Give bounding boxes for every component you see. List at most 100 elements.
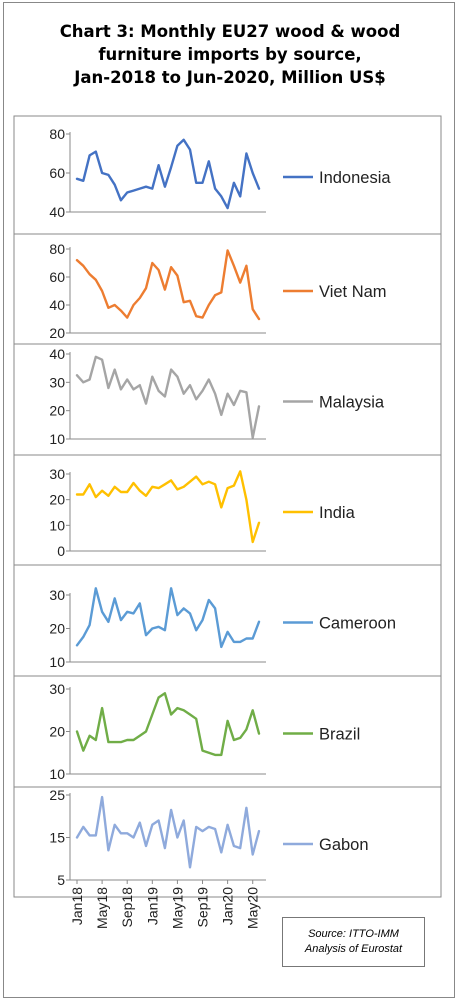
- data-point-brazil-10: [139, 735, 141, 737]
- y-tick-label-malaysia-40: 40: [49, 346, 65, 362]
- y-tick-label-viet-nam-80: 80: [49, 241, 65, 257]
- data-point-malaysia-9: [132, 388, 134, 390]
- data-point-indonesia-18: [189, 148, 191, 150]
- data-point-viet-nam-29: [258, 318, 260, 320]
- data-point-india-6: [114, 486, 116, 488]
- data-point-india-13: [157, 487, 159, 489]
- data-point-brazil-18: [189, 713, 191, 715]
- legend-label-cameroon: Cameroon: [319, 615, 396, 633]
- data-point-viet-nam-7: [120, 309, 122, 311]
- data-point-gabon-6: [114, 824, 116, 826]
- data-point-gabon-1: [82, 826, 84, 828]
- data-point-indonesia-5: [107, 174, 109, 176]
- series-line-cameroon: [75, 587, 261, 649]
- data-point-cameroon-17: [183, 607, 185, 609]
- data-point-malaysia-13: [157, 390, 159, 392]
- data-point-india-26: [239, 470, 241, 472]
- data-point-brazil-3: [95, 739, 97, 741]
- data-point-viet-nam-27: [245, 265, 247, 267]
- data-point-india-7: [120, 491, 122, 493]
- data-point-indonesia-1: [82, 180, 84, 182]
- data-point-gabon-5: [107, 849, 109, 851]
- data-point-gabon-25: [233, 845, 235, 847]
- y-tick-label-india-10: 10: [49, 517, 65, 533]
- data-point-indonesia-16: [176, 145, 178, 147]
- data-point-gabon-29: [258, 830, 260, 832]
- data-point-malaysia-0: [76, 374, 78, 376]
- data-point-india-19: [195, 475, 197, 477]
- data-point-brazil-7: [120, 741, 122, 743]
- data-point-brazil-22: [214, 754, 216, 756]
- x-tick-label-sep18: Sep18: [119, 887, 135, 928]
- x-tick-label-jan19: Jan19: [144, 887, 160, 925]
- data-point-indonesia-8: [126, 191, 128, 193]
- data-point-indonesia-25: [233, 182, 235, 184]
- data-point-gabon-15: [170, 809, 172, 811]
- data-point-gabon-12: [151, 824, 153, 826]
- data-point-malaysia-15: [170, 368, 172, 370]
- data-point-viet-nam-3: [95, 279, 97, 281]
- data-point-malaysia-7: [120, 388, 122, 390]
- data-point-cameroon-11: [145, 634, 147, 636]
- data-point-viet-nam-16: [176, 274, 178, 276]
- data-point-india-2: [88, 483, 90, 485]
- data-point-gabon-17: [183, 819, 185, 821]
- data-point-cameroon-20: [201, 619, 203, 621]
- data-point-brazil-6: [114, 741, 116, 743]
- data-point-malaysia-12: [151, 376, 153, 378]
- data-point-cameroon-18: [189, 612, 191, 614]
- data-point-indonesia-11: [145, 186, 147, 188]
- data-point-india-8: [126, 491, 128, 493]
- data-point-india-18: [189, 481, 191, 483]
- data-point-gabon-22: [214, 828, 216, 830]
- data-point-brazil-25: [233, 739, 235, 741]
- y-tick-label-gabon-25: 25: [49, 787, 65, 803]
- y-tick-label-india-0: 0: [57, 543, 65, 559]
- data-point-india-29: [258, 522, 260, 524]
- data-point-gabon-21: [208, 826, 210, 828]
- data-point-brazil-12: [151, 713, 153, 715]
- data-point-viet-nam-28: [252, 308, 254, 310]
- chart-title: Chart 3: Monthly EU27 wood & wood furnit…: [0, 20, 460, 89]
- panel-frame-india: [13, 454, 442, 566]
- data-point-india-15: [170, 479, 172, 481]
- y-tick-label-indonesia-40: 40: [49, 204, 65, 220]
- legend-label-malaysia: Malaysia: [319, 394, 385, 412]
- data-point-indonesia-6: [114, 184, 116, 186]
- y-tick-label-viet-nam-60: 60: [49, 269, 65, 285]
- data-point-brazil-17: [183, 709, 185, 711]
- data-point-gabon-4: [101, 796, 103, 798]
- data-point-malaysia-14: [164, 395, 166, 397]
- data-point-brazil-14: [164, 692, 166, 694]
- data-point-cameroon-7: [120, 619, 122, 621]
- data-point-india-25: [233, 484, 235, 486]
- legend-label-viet-nam: Viet Nam: [319, 283, 387, 301]
- data-point-viet-nam-23: [220, 291, 222, 293]
- y-tick-label-brazil-30: 30: [49, 681, 65, 697]
- data-point-brazil-8: [126, 739, 128, 741]
- data-point-indonesia-9: [132, 189, 134, 191]
- data-point-indonesia-23: [220, 195, 222, 197]
- data-point-gabon-9: [132, 836, 134, 838]
- data-point-viet-nam-18: [189, 300, 191, 302]
- data-point-viet-nam-26: [239, 281, 241, 283]
- data-point-gabon-23: [220, 851, 222, 853]
- data-point-viet-nam-0: [76, 259, 78, 261]
- data-point-gabon-19: [195, 826, 197, 828]
- data-point-gabon-14: [164, 847, 166, 849]
- data-point-viet-nam-10: [139, 297, 141, 299]
- data-point-gabon-13: [157, 819, 159, 821]
- y-tick-label-viet-nam-40: 40: [49, 297, 65, 313]
- data-point-indonesia-22: [214, 187, 216, 189]
- data-point-indonesia-19: [195, 182, 197, 184]
- x-tick-label-may20: May20: [245, 887, 261, 929]
- title-line-1: Chart 3: Monthly EU27 wood & wood: [59, 22, 401, 41]
- data-point-cameroon-2: [88, 624, 90, 626]
- data-point-india-20: [201, 483, 203, 485]
- data-point-indonesia-13: [157, 164, 159, 166]
- legend-label-indonesia: Indonesia: [319, 169, 391, 187]
- data-point-cameroon-5: [107, 621, 109, 623]
- data-point-cameroon-12: [151, 627, 153, 629]
- data-point-indonesia-27: [245, 152, 247, 154]
